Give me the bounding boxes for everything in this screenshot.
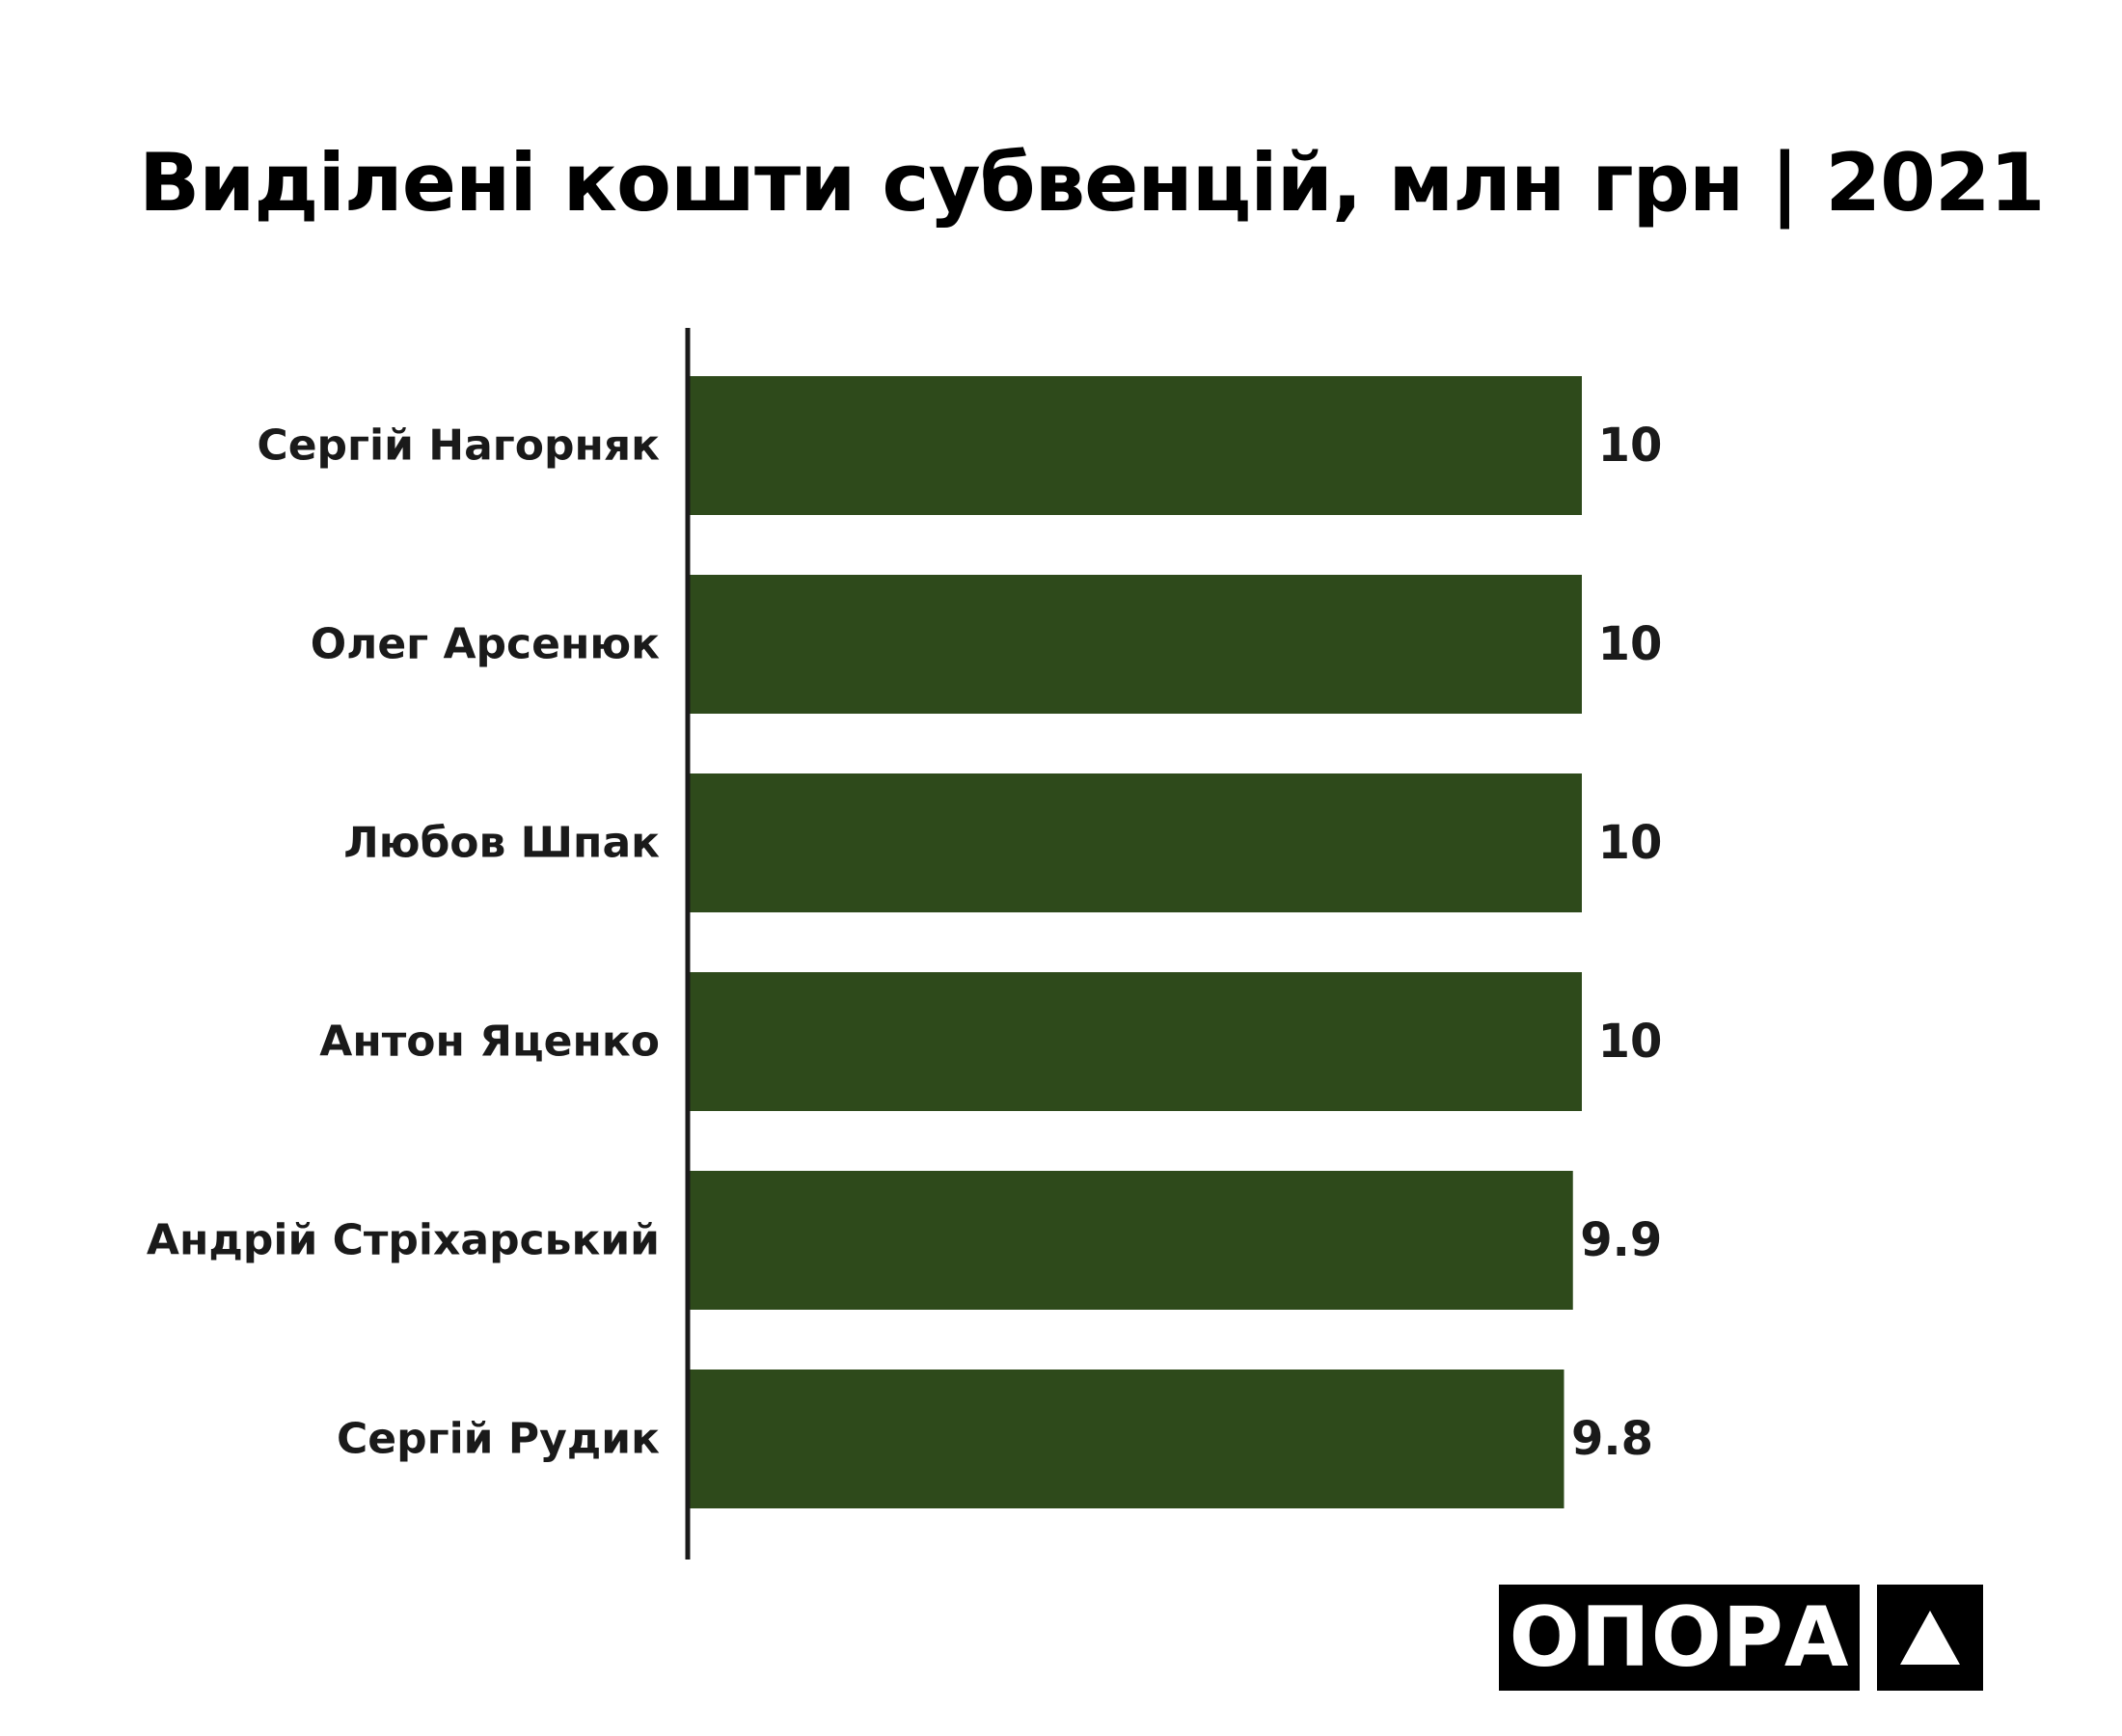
bar [690,575,1582,714]
data-label: 9.8 [1571,1412,1653,1466]
chart-title: Виділені кошти субвенцій, млн грн | 2021 [139,136,2045,230]
category-label: Любов Шпак [343,819,660,868]
data-label: 9.9 [1580,1213,1662,1267]
category-label: Сергій Нагорняк [257,421,660,471]
data-label: 10 [1598,617,1663,671]
bar [690,1370,1564,1508]
opora-logo: ОПОРА [1499,1585,1860,1691]
triangle-icon [1900,1611,1960,1665]
data-label: 10 [1598,1015,1663,1069]
logo-wordmark: ОПОРА [1509,1589,1850,1686]
bar [690,1171,1573,1310]
data-label: 10 [1598,419,1663,473]
labels-layer: Сергій Нагорняк 10 Олег Арсенюк 10 Любов Шпа… [147,419,1662,1466]
category-label: Сергій Рудик [337,1415,660,1464]
category-label: Антон Яценко [319,1017,660,1067]
data-label: 10 [1598,816,1663,870]
category-label: Олег Арсенюк [311,620,660,669]
bars-layer [690,376,1582,1508]
bar [690,376,1582,515]
category-label: Андрій Стріхарський [147,1216,660,1265]
bar [690,773,1582,912]
opora-logo-mark [1877,1585,1983,1691]
bar [690,972,1582,1111]
